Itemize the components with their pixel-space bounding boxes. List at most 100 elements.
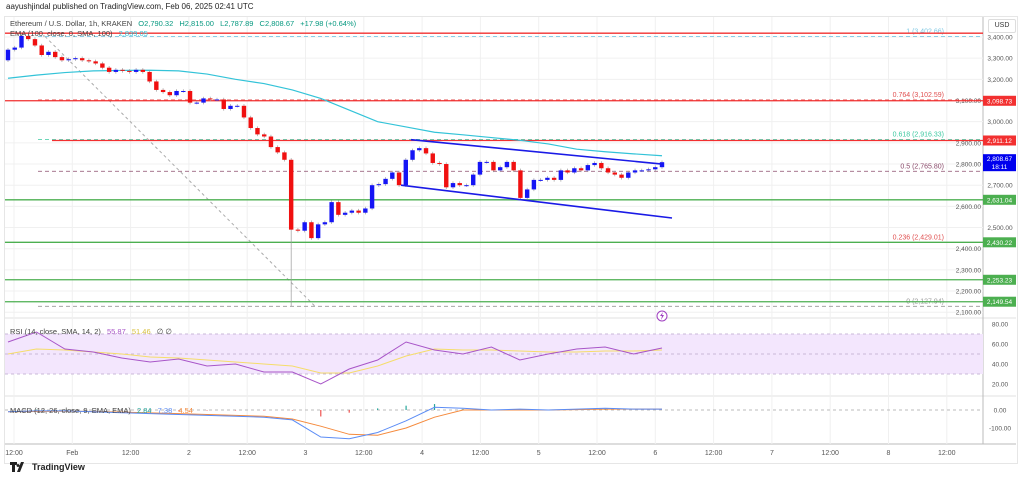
candle-body	[235, 105, 240, 107]
macd-hist-value: 2.84	[136, 406, 152, 415]
candle-body	[464, 185, 469, 187]
candle-body	[241, 105, 247, 118]
candle-body	[511, 161, 516, 171]
candle	[133, 68, 139, 74]
rsi-label[interactable]: RSI (14, close, SMA, 14, 2)	[10, 327, 101, 336]
candle	[106, 66, 112, 74]
fib-level-label: 0.764 (3,102.59)	[893, 92, 944, 99]
candle	[187, 89, 193, 105]
candle	[93, 59, 98, 66]
candle	[396, 170, 402, 187]
candle-body	[578, 168, 584, 171]
candle-body	[423, 148, 429, 154]
candle-body	[619, 174, 624, 178]
candle	[417, 146, 422, 152]
time-tick-label: 12:00	[705, 450, 723, 457]
ohlc-close: C2,808.67	[259, 19, 295, 28]
candle	[477, 160, 483, 177]
candle-body	[187, 90, 193, 103]
candle-body	[477, 161, 483, 175]
candle	[639, 168, 644, 173]
candle	[39, 43, 44, 57]
currency-button[interactable]: USD	[988, 19, 1016, 33]
candle-body	[309, 222, 314, 239]
candle-body	[147, 71, 152, 82]
candle-body	[585, 165, 591, 171]
candle	[113, 68, 119, 74]
candle	[336, 200, 341, 217]
candle-body	[282, 152, 287, 160]
candle	[646, 167, 651, 173]
candle-body	[59, 57, 65, 61]
candle-body	[154, 81, 159, 90]
candle-body	[46, 51, 51, 55]
time-tick-label: 2	[187, 450, 191, 457]
candle-body	[349, 210, 355, 213]
price-tick-label: 2,300.00	[956, 267, 982, 274]
price-tick-label: 2,400.00	[956, 246, 982, 253]
macd-label[interactable]: MACD (12, 26, close, 9, EMA, EMA)	[10, 406, 131, 415]
candle	[383, 177, 388, 186]
candle	[592, 161, 597, 167]
price-tick-label: 2,900.00	[956, 140, 982, 147]
candle	[26, 34, 31, 41]
candle-body	[558, 170, 564, 180]
rsi-sma-line	[7, 348, 663, 374]
candle-body	[113, 69, 119, 72]
candle	[79, 56, 85, 62]
candle-body	[194, 102, 199, 104]
candle-body	[545, 177, 550, 180]
ohlc-open: O2,790.32	[138, 19, 174, 28]
candle-body	[531, 179, 537, 190]
price-badge	[983, 135, 1016, 146]
candle	[430, 151, 435, 165]
candle	[437, 161, 442, 166]
candle-body	[181, 90, 186, 92]
price-badge	[983, 274, 1016, 285]
candle	[558, 168, 564, 182]
candle	[572, 166, 577, 175]
candle-body	[167, 92, 173, 96]
candle-body	[160, 89, 166, 93]
candle-body	[5, 49, 11, 61]
macd-tick-label: 0.00	[994, 408, 1007, 415]
candle	[551, 176, 557, 182]
candle	[464, 183, 469, 187]
candle	[295, 227, 301, 233]
ema-label[interactable]: EMA (100, close, 0, SMA, 100)	[10, 29, 113, 38]
candle	[248, 115, 253, 130]
candle-body	[612, 172, 618, 175]
symbol-title[interactable]: Ethereum / U.S. Dollar, 1h, KRAKEN	[10, 19, 133, 28]
candle	[309, 220, 314, 240]
candle-body	[410, 150, 415, 160]
macd-line	[7, 406, 662, 440]
candle	[73, 56, 78, 61]
candle-body	[653, 167, 658, 170]
candle	[86, 58, 92, 64]
candle	[181, 89, 186, 93]
candle-body	[248, 117, 253, 129]
candle-body	[369, 185, 375, 209]
tradingview-logo: TradingView	[10, 462, 85, 472]
candle	[315, 222, 321, 240]
price-tick-label: 3,000.00	[987, 119, 1013, 126]
price-tick-label: 2,600.00	[956, 204, 982, 211]
candle-body	[450, 183, 456, 188]
candle	[538, 178, 543, 182]
candle-body	[73, 58, 78, 60]
candle	[288, 158, 294, 307]
fib-level-label: 1 (3,402.66)	[906, 28, 944, 35]
candle-body	[221, 99, 226, 109]
candle-body	[518, 170, 523, 198]
candle-body	[120, 69, 125, 71]
candle	[363, 206, 368, 215]
time-tick-label: Feb	[66, 450, 78, 457]
candle-body	[93, 61, 98, 64]
ema-legend: EMA (100, close, 0, SMA, 100) 2,839.05	[10, 29, 152, 38]
candle-body	[504, 161, 510, 168]
time-tick-label: 12:00	[122, 450, 140, 457]
candle	[329, 200, 334, 224]
price-badge	[983, 95, 1016, 106]
candle-body	[106, 67, 112, 72]
